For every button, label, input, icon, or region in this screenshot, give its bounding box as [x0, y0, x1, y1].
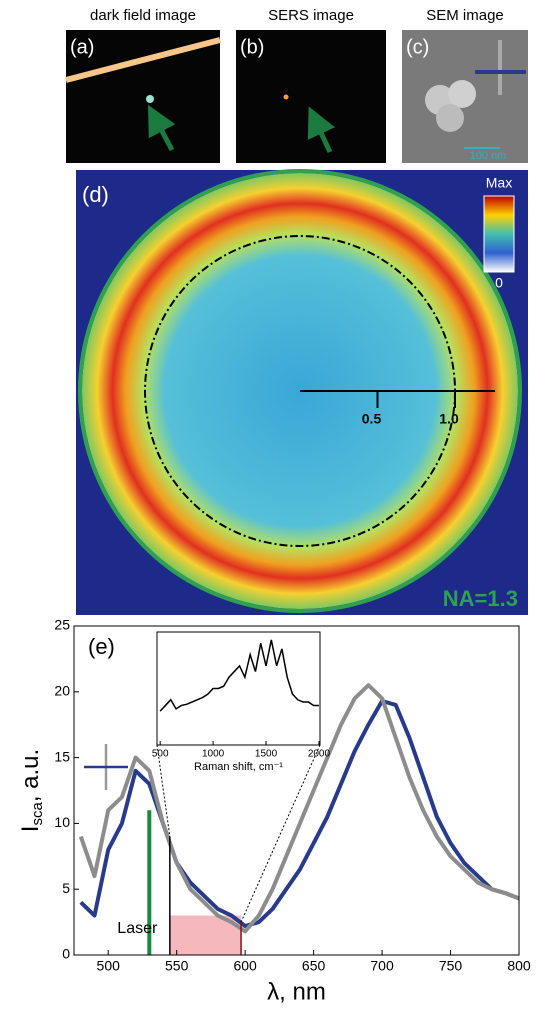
panel-label: (c) — [406, 36, 429, 58]
particle — [283, 94, 289, 100]
x-tick-label: 800 — [507, 958, 531, 974]
y-tick-label: 0 — [62, 946, 70, 962]
y-label-main: I — [17, 826, 44, 833]
scale-tick-label: 1.0 — [439, 411, 459, 427]
series-line — [79, 699, 520, 929]
panel-label: (d) — [82, 182, 109, 207]
x-tick-label: 700 — [370, 958, 394, 974]
x-axis-label: λ, nm — [267, 978, 326, 1005]
y-tick-label: 25 — [54, 617, 70, 633]
inset-x-tick-label: 2000 — [308, 749, 331, 760]
y-tick-label: 20 — [54, 683, 70, 699]
x-tick-label: 500 — [97, 958, 121, 974]
x-tick-label: 550 — [165, 958, 189, 974]
panel-title: SEM image — [426, 7, 504, 24]
particle — [436, 104, 464, 132]
panel-label: (a) — [70, 36, 94, 58]
inset-x-tick-label: 500 — [152, 749, 169, 760]
particle — [146, 95, 154, 103]
panel-title: dark field image — [90, 7, 196, 24]
dark-field-image — [66, 30, 220, 163]
y-label-rest: , a.u. — [17, 749, 44, 802]
particle — [448, 80, 476, 108]
plot-frame — [73, 625, 520, 956]
arrow — [307, 106, 335, 154]
na-circle — [78, 169, 522, 613]
scale-tick-label: 0.5 — [362, 411, 382, 427]
x-tick-label: 600 — [233, 958, 257, 974]
laser-label: Laser — [117, 920, 158, 937]
inset-x-label: Raman shift, cm⁻¹ — [194, 761, 283, 773]
series-line — [78, 683, 520, 934]
connector — [156, 744, 171, 837]
raman-spectrum — [159, 639, 319, 712]
x-tick-label: 650 — [302, 958, 326, 974]
y-axis-label: Isca, a.u. — [17, 749, 46, 832]
x-tick-label: 750 — [439, 958, 463, 974]
panel-label: (b) — [240, 36, 264, 58]
panel-title: SERS image — [268, 7, 354, 24]
y-tick-label: 15 — [54, 748, 70, 764]
y-label-sub: sca — [29, 802, 46, 826]
na-label: NA=1.3 — [443, 586, 518, 611]
connector — [240, 744, 321, 923]
fiber — [65, 37, 221, 83]
colorbar-min: 0 — [495, 275, 503, 291]
inset-x-tick-label: 1000 — [202, 749, 225, 760]
inset-frame — [156, 631, 321, 746]
y-tick-label: 10 — [54, 814, 70, 830]
inset-x-tick-label: 1500 — [255, 749, 278, 760]
panel-label: (e) — [88, 634, 115, 659]
arrow — [147, 104, 176, 152]
colorbar — [483, 195, 515, 273]
y-tick-label: 5 — [62, 880, 70, 896]
scale-label: 100 nm — [470, 150, 507, 162]
colorbar-max: Max — [486, 175, 512, 191]
sers-image — [236, 30, 386, 163]
